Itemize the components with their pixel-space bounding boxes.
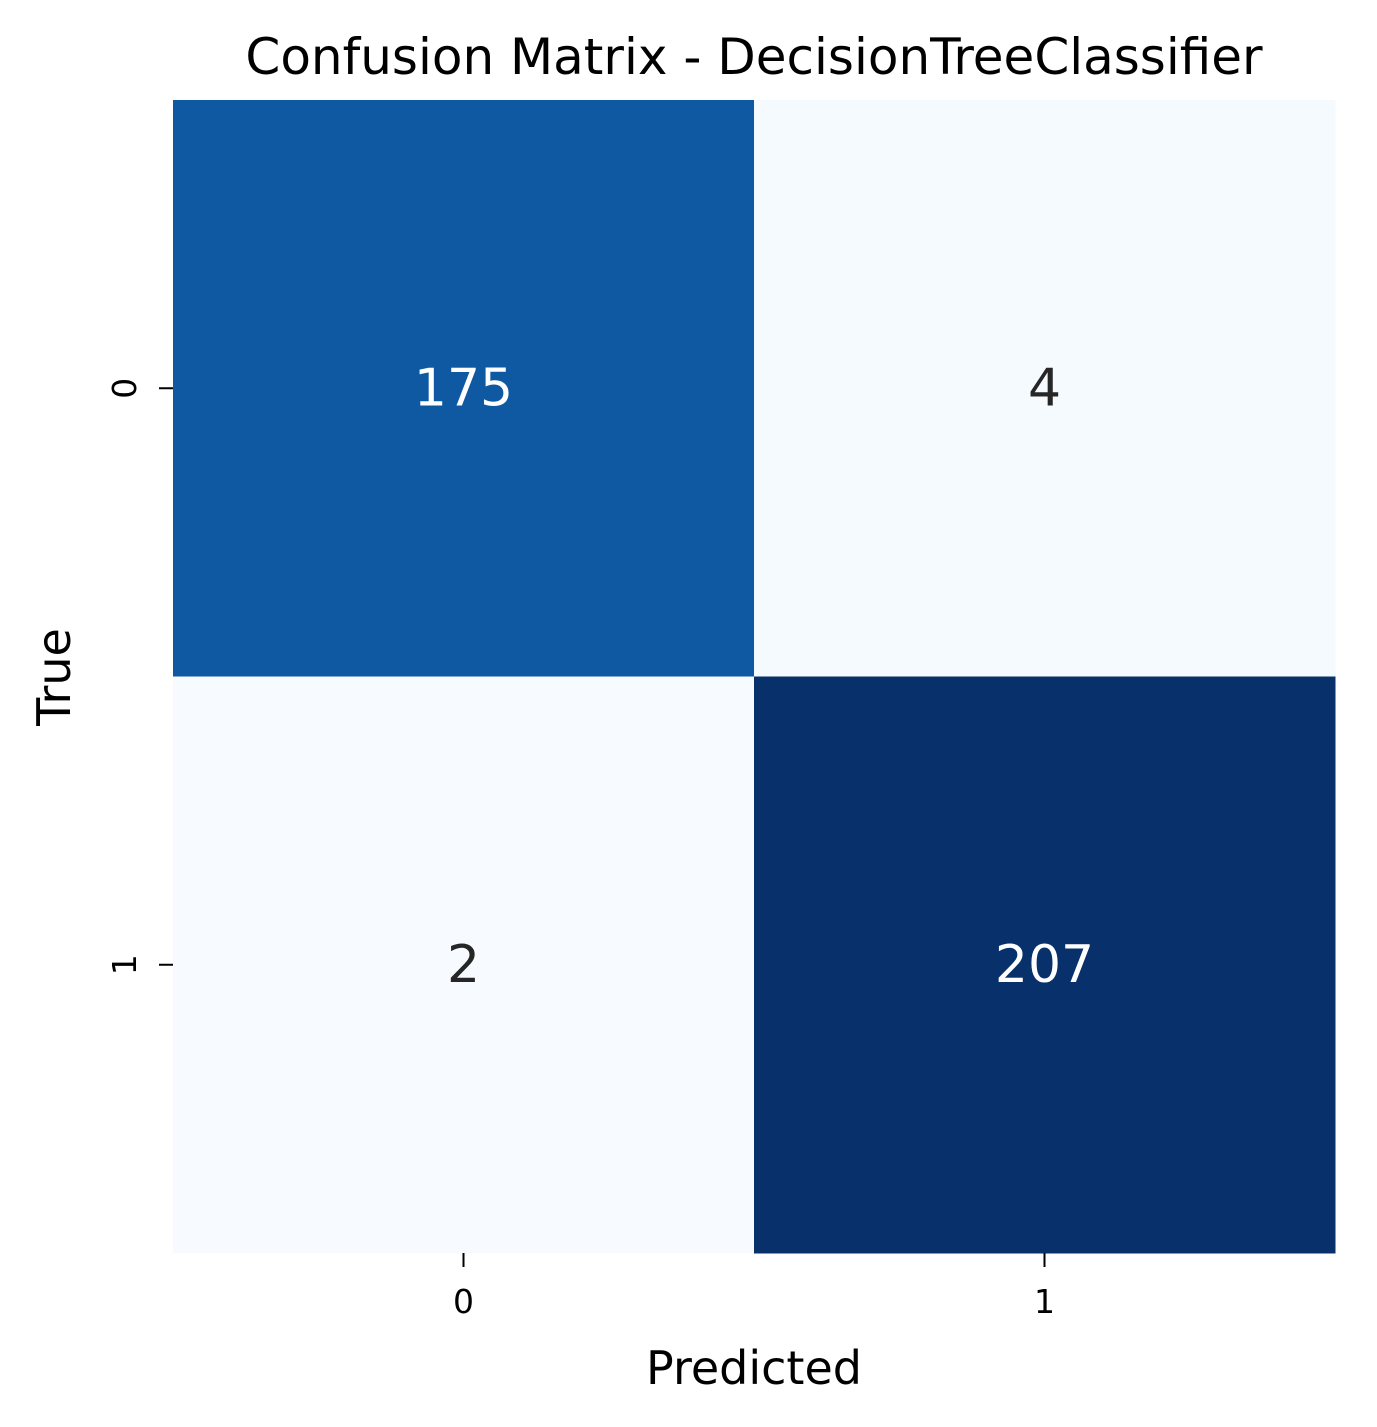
y-tick-label-0: 0 (105, 378, 144, 399)
heatmap-cell-r1-c1 (754, 676, 1336, 1254)
chart-title: Confusion Matrix - DecisionTreeClassifie… (245, 28, 1263, 86)
heatmap-cells (173, 100, 1336, 1254)
heatmap-cell-r0-c1 (754, 100, 1336, 677)
cell-value-label-r0-c0: 175 (414, 358, 513, 418)
cell-value-label-r0-c1: 4 (1028, 358, 1061, 418)
heatmap-cell-r0-c0 (173, 100, 755, 677)
heatmap-cell-r1-c0 (173, 676, 755, 1254)
x-tick-label-0: 0 (453, 1282, 474, 1321)
cell-value-label-r1-c1: 207 (995, 935, 1094, 995)
y-axis-ticks: 01 (105, 378, 173, 975)
x-axis-label: Predicted (646, 1341, 862, 1395)
y-axis-label: True (27, 628, 81, 727)
cell-value-label-r1-c0: 2 (447, 935, 480, 995)
y-tick-label-1: 1 (105, 954, 144, 975)
heatmap-cell-labels: 175 4 2 207 (414, 358, 1094, 995)
x-tick-label-1: 1 (1034, 1282, 1055, 1321)
